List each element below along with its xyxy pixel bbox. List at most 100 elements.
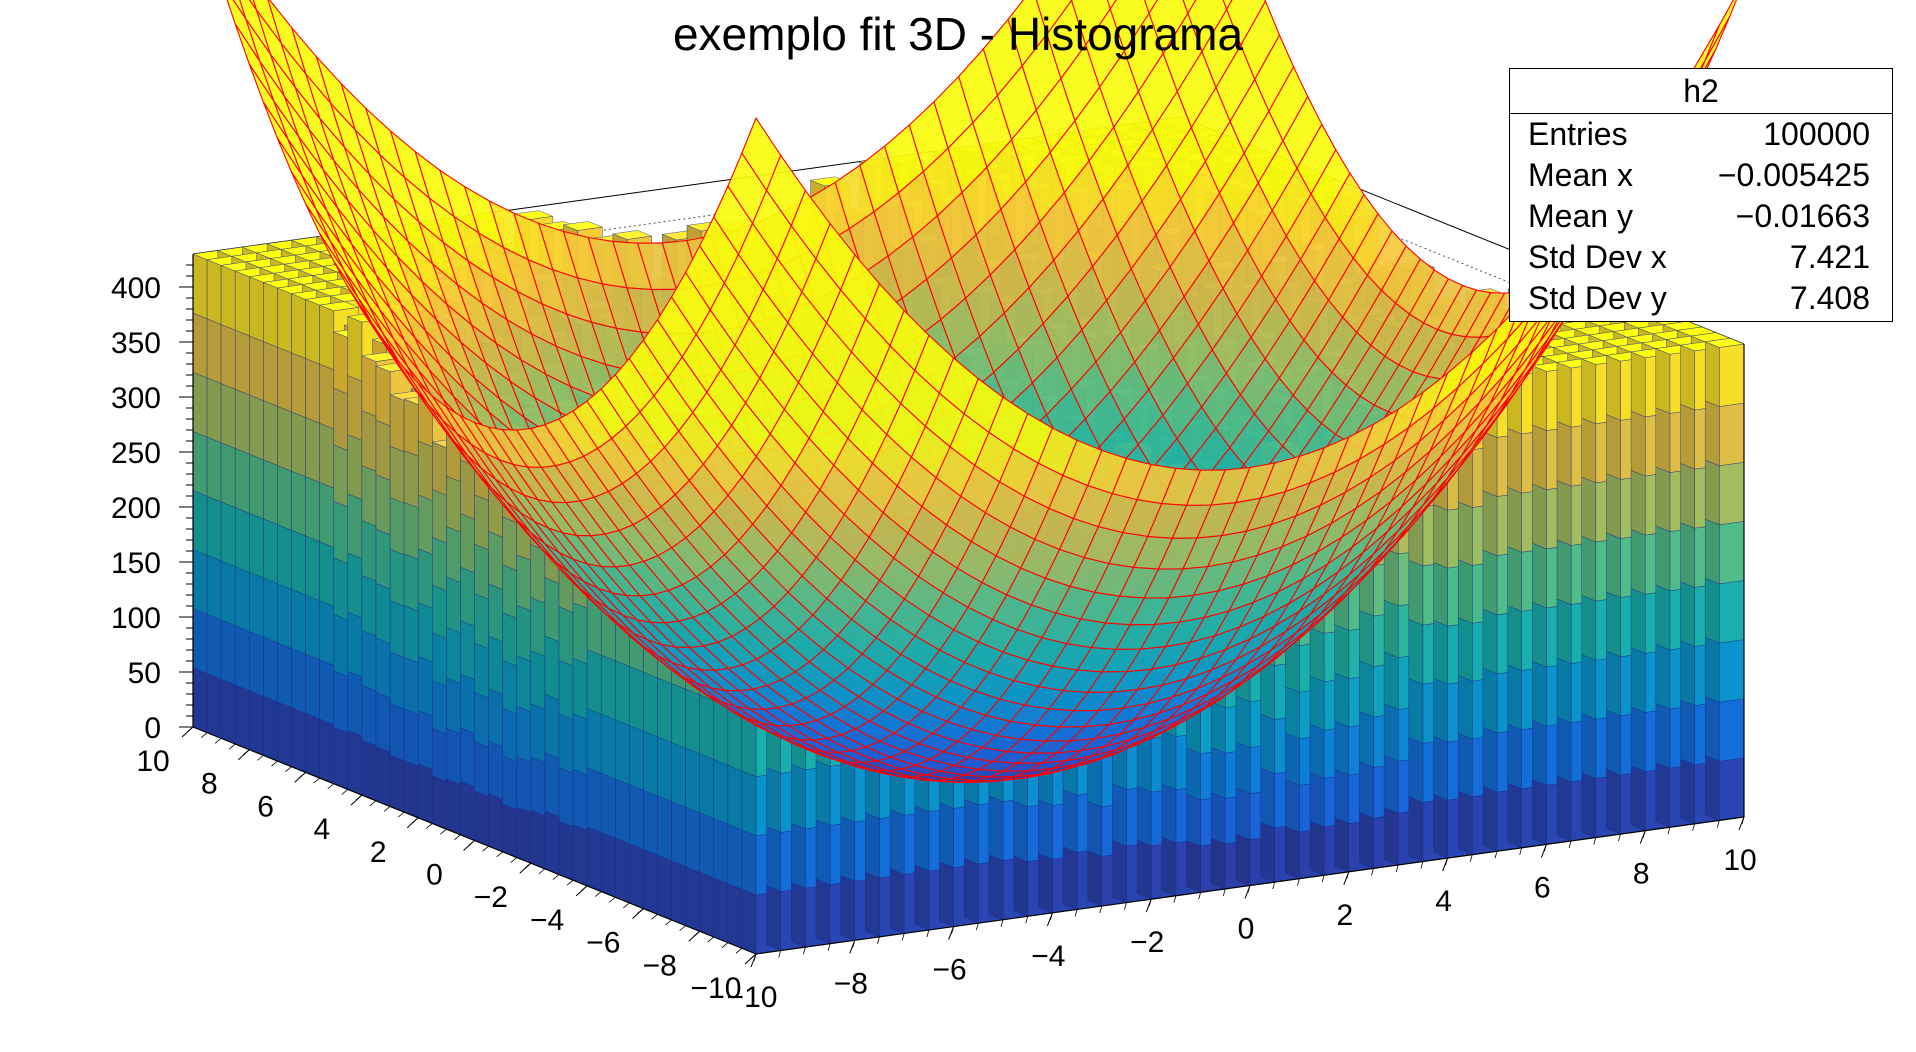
bar-side-face [347, 730, 363, 796]
bar-side-face [375, 528, 391, 590]
bar-side-face [375, 474, 391, 535]
bar-side-face [263, 459, 278, 525]
bar-side-face [375, 691, 391, 753]
bar-side-face [375, 746, 391, 807]
bar-side-face [220, 678, 236, 745]
bar-side-face [460, 459, 475, 520]
bar-side-face [305, 594, 320, 661]
bar-side-face [361, 465, 377, 527]
bar-side-face [277, 465, 292, 531]
bar-side-face [488, 583, 503, 643]
bar-side-face [305, 417, 320, 483]
bar-side-face [220, 619, 236, 686]
bar-side-face [249, 631, 264, 697]
bar-side-face [403, 605, 419, 664]
bar-side-face [474, 543, 489, 600]
bar-side-face [263, 636, 278, 703]
bar-side-face [347, 375, 363, 441]
bar-side-face [502, 708, 517, 763]
bar-side-face [446, 778, 461, 836]
bar-side-face [403, 501, 419, 560]
bar-side-face [389, 394, 405, 453]
bar-side-face [234, 566, 250, 632]
bar-side-face [234, 329, 250, 396]
bar-side-face [502, 660, 517, 715]
bar-side-face [220, 560, 236, 627]
bar-side-face [263, 400, 278, 466]
bar-side-face [291, 293, 306, 359]
bar-side-face [291, 529, 306, 596]
bar-side-face [277, 583, 292, 649]
bar-side-face [192, 253, 208, 320]
bar-side-face [333, 670, 348, 734]
bar-side-face [249, 276, 264, 342]
bar-side-face [206, 495, 222, 562]
bar-side-face [474, 741, 489, 798]
bar-side-face [432, 632, 447, 687]
bar-side-face [418, 709, 433, 770]
bar-side-face [206, 259, 222, 325]
bar-side-face [460, 781, 475, 841]
bar-side-face [206, 377, 222, 443]
bar-side-face [347, 552, 363, 618]
bar-side-face [432, 727, 447, 782]
bar-side-face [234, 270, 250, 337]
bar-side-face [375, 365, 391, 427]
bar-side-face [347, 316, 363, 382]
bar-side-face [192, 667, 208, 733]
bar-side-face [220, 265, 236, 331]
bar-side-face [446, 677, 461, 735]
bar-side-face [432, 584, 447, 639]
bar-side-face [446, 627, 461, 684]
bar-side-face [488, 741, 503, 800]
bar-side-face [432, 775, 447, 830]
bar-side-face [234, 684, 250, 750]
bar-side-face [333, 388, 348, 451]
bar-side-face [277, 287, 292, 354]
bar-side-face [432, 489, 447, 544]
bar-side-face [446, 728, 461, 785]
bar-side-face [361, 630, 377, 692]
bar-side-face [488, 793, 503, 853]
bar-side-face [446, 526, 461, 583]
bar-side-face [263, 518, 278, 584]
bar-side-face [249, 572, 264, 638]
bar-side-face [192, 549, 208, 615]
bar-side-face [206, 614, 222, 680]
bar-side-face [220, 442, 236, 508]
bar-side-face [291, 470, 306, 537]
bar-side-face [192, 431, 208, 497]
bar-side-face [347, 493, 363, 559]
bar-side-face [333, 444, 348, 508]
bar-side-face [333, 557, 348, 621]
bar-side-face [347, 434, 363, 500]
bar-side-face [206, 555, 222, 621]
bar-side-face [305, 299, 320, 365]
bar-side-face [319, 600, 334, 666]
bar-side-face [263, 577, 278, 644]
bar-side-face [249, 690, 264, 756]
bar-side-face [389, 445, 405, 504]
bar-side-face [234, 448, 250, 514]
bar-side-face [206, 318, 222, 384]
bar-side-face [277, 642, 292, 708]
bar-side-face [474, 593, 489, 649]
bar-side-face [249, 394, 264, 461]
bar-side-face [277, 406, 292, 472]
bar-side-face [277, 524, 292, 590]
bar-side-face [319, 541, 334, 607]
bar-side-face [305, 653, 320, 720]
bar-side-face [206, 436, 222, 503]
bar-side-face [291, 648, 306, 714]
bar-side-face [347, 670, 363, 737]
bar-side-face [418, 763, 433, 824]
bar-side-face [361, 575, 377, 637]
bar-side-face [333, 331, 348, 395]
bar-side-face [249, 453, 264, 520]
bar-side-face [192, 312, 208, 379]
bar-side-face [277, 346, 292, 413]
bar-side-face [460, 727, 475, 788]
bar-side-face [319, 718, 334, 785]
bar-side-face [432, 680, 447, 735]
